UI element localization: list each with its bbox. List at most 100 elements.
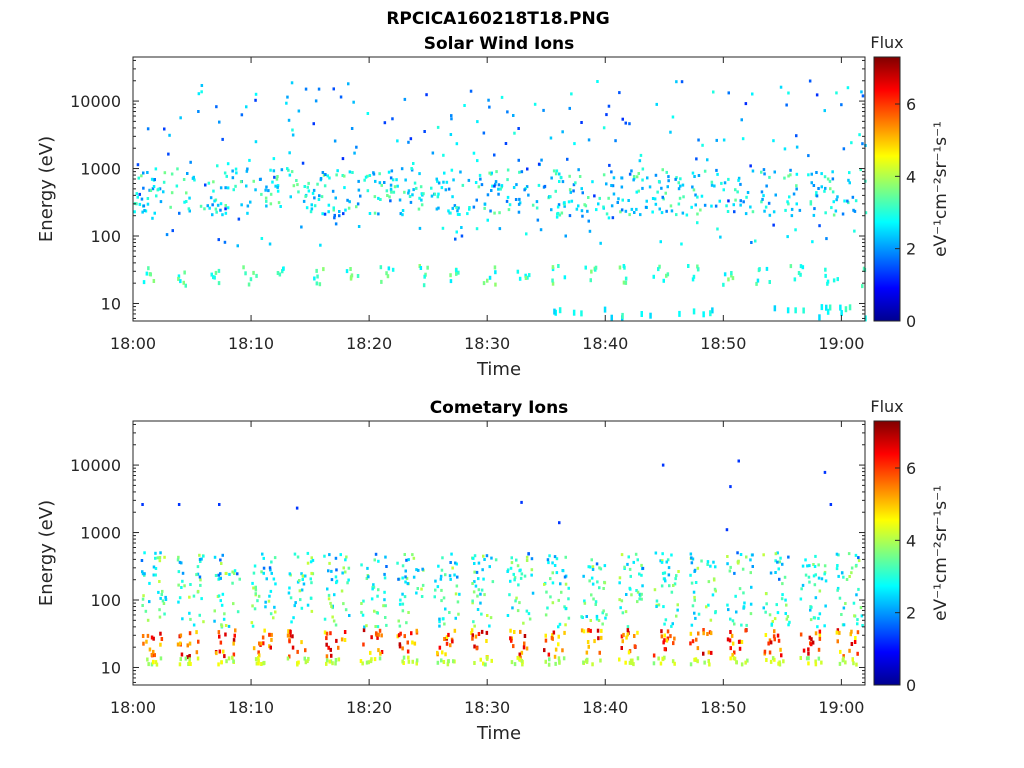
flux-cell [655,605,658,608]
flux-cell [479,601,482,605]
flux-cell [663,571,667,575]
flux-cell [749,612,753,616]
flux-cell [670,209,674,213]
flux-cell [840,613,843,616]
flux-cell [257,650,260,655]
flux-cell [437,206,440,210]
flux-cell [751,565,754,568]
y-tick-label: 100 [90,591,121,610]
flux-cell [412,575,416,579]
flux-cell [622,632,625,637]
flux-cell [708,662,711,667]
flux-cell [337,657,341,662]
flux-cell [287,629,290,634]
flux-cell [530,557,534,561]
flux-cell [742,591,745,595]
flux-cell [569,190,572,194]
flux-cell [456,600,460,604]
flux-cell [794,307,797,314]
flux-cell [772,634,776,639]
flux-cell [407,140,410,144]
flux-cell [388,195,391,199]
flux-cell [232,652,236,657]
x-tick-label: 18:30 [464,334,510,353]
flux-cell [149,272,152,277]
flux-cell [622,264,626,268]
flux-cell [522,645,526,650]
flux-cell [740,118,743,122]
flux-cell [360,563,363,567]
flux-cell [618,576,622,580]
flux-cell [612,192,616,196]
flux-cell [589,278,592,283]
flux-cell [141,503,144,506]
flux-cell [730,271,733,275]
flux-cell [213,275,216,280]
flux-cell [491,184,494,188]
flux-cell [556,205,560,209]
flux-cell [638,597,641,601]
flux-cell [790,207,794,211]
flux-cell [659,240,662,244]
flux-cell [330,578,334,582]
flux-cell [219,599,222,603]
flux-cell [527,552,530,556]
flux-cell [849,632,852,637]
flux-cell [482,554,485,558]
flux-cell [842,656,845,661]
flux-cell [768,280,771,284]
flux-cell [343,638,347,642]
flux-cell [583,599,586,603]
flux-cell [327,203,331,207]
flux-cell [141,572,145,576]
flux-cell [150,652,154,657]
flux-cell [152,185,156,188]
flux-cell [654,202,658,206]
flux-cell [356,202,360,206]
flux-cell [660,629,663,634]
flux-cell [188,661,191,665]
flux-cell [269,589,273,593]
flux-cell [252,270,255,275]
flux-cell [795,184,798,188]
flux-cell [787,623,790,627]
flux-cell [322,173,326,177]
flux-cell [831,170,834,174]
flux-cell [328,176,331,180]
flux-cell [265,199,268,203]
flux-cell [595,562,599,566]
flux-cell [301,161,305,165]
flux-cell [674,577,677,581]
flux-cell [146,197,150,200]
flux-cell [420,198,423,202]
x-tick-label: 18:50 [700,698,746,717]
flux-cell [309,596,313,600]
flux-cell [288,173,292,177]
flux-cell [555,571,559,575]
flux-cell [444,188,448,192]
flux-cell [523,641,526,646]
flux-cell [842,654,845,659]
flux-cell [262,566,266,570]
flux-cell [597,619,601,622]
flux-cell [663,577,666,581]
flux-cell [661,195,664,199]
flux-cell [364,175,368,179]
flux-cell [554,172,558,176]
flux-cell [425,93,428,97]
flux-cell [790,214,794,218]
flux-cell [300,225,303,229]
flux-cell [691,277,695,282]
flux-cell [660,186,663,190]
flux-cell [353,151,356,155]
flux-cell [624,610,628,614]
flux-cell [802,648,806,653]
flux-cell [588,565,592,569]
flux-cell [401,592,404,596]
flux-cell [641,186,644,190]
flux-cell [289,596,293,600]
flux-cell [486,614,489,617]
flux-cell [745,555,748,559]
flux-cell [252,179,255,183]
flux-cell [288,633,292,638]
